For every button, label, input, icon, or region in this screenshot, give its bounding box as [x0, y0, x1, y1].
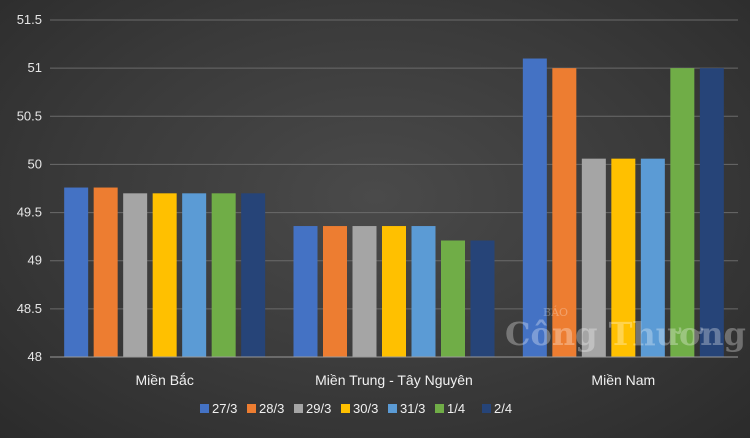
bar: [211, 193, 236, 357]
bar: [522, 58, 547, 358]
bar: [470, 240, 495, 357]
legend-swatch: [200, 404, 209, 413]
bars: [64, 58, 724, 358]
y-tick-label: 50.5: [17, 108, 42, 123]
category-label: Miền Bắc: [135, 372, 193, 388]
legend-label: 28/3: [259, 401, 284, 416]
legend-label: 30/3: [353, 401, 378, 416]
bar: [323, 226, 347, 357]
legend-label: 27/3: [212, 401, 237, 416]
bar: [611, 158, 636, 357]
bar: [352, 226, 377, 357]
y-tick-label: 48.5: [17, 301, 42, 316]
y-tick-label: 48: [28, 349, 42, 364]
bar: [123, 193, 148, 357]
legend-swatch: [435, 404, 444, 413]
watermark-top-text: BÁO: [543, 305, 568, 319]
legend-label: 31/3: [400, 401, 425, 416]
bar: [152, 193, 177, 357]
watermark-main-text: Công Thương: [505, 315, 746, 353]
bar: [640, 158, 665, 357]
bar: [93, 187, 118, 357]
y-axis-ticks: 48 48.5 49 49.5 50 50.5 51 51.5: [17, 12, 42, 364]
y-tick-label: 50: [28, 156, 42, 171]
bar: [64, 187, 89, 357]
legend-label: 1/4: [447, 401, 465, 416]
y-tick-label: 51.5: [17, 12, 42, 27]
bar: [552, 68, 577, 358]
category-label: Miền Nam: [591, 372, 655, 388]
bar: [581, 158, 606, 357]
bar: [182, 193, 207, 357]
y-tick-label: 49: [28, 253, 42, 268]
category-labels: Miền Bắc Miền Trung - Tây Nguyên Miền Nam: [135, 372, 655, 388]
legend-swatch: [294, 404, 303, 413]
bar: [241, 193, 266, 357]
bar: [670, 68, 695, 358]
watermark-logo: BÁO Công Thương: [505, 305, 746, 353]
y-tick-label: 49.5: [17, 205, 42, 220]
legend-label: 29/3: [306, 401, 331, 416]
bar: [293, 226, 318, 357]
bar: [411, 226, 436, 357]
legend-swatch: [482, 404, 491, 413]
bar: [382, 226, 406, 357]
y-tick-label: 51: [28, 60, 42, 75]
legend: 27/3 28/3 29/3 30/3 31/3 1/4 2/4: [200, 401, 512, 416]
legend-swatch: [341, 404, 350, 413]
bar: [441, 240, 465, 357]
legend-swatch: [247, 404, 256, 413]
legend-swatch: [388, 404, 397, 413]
category-label: Miền Trung - Tây Nguyên: [315, 372, 473, 388]
legend-label: 2/4: [494, 401, 512, 416]
bar: [699, 68, 724, 358]
